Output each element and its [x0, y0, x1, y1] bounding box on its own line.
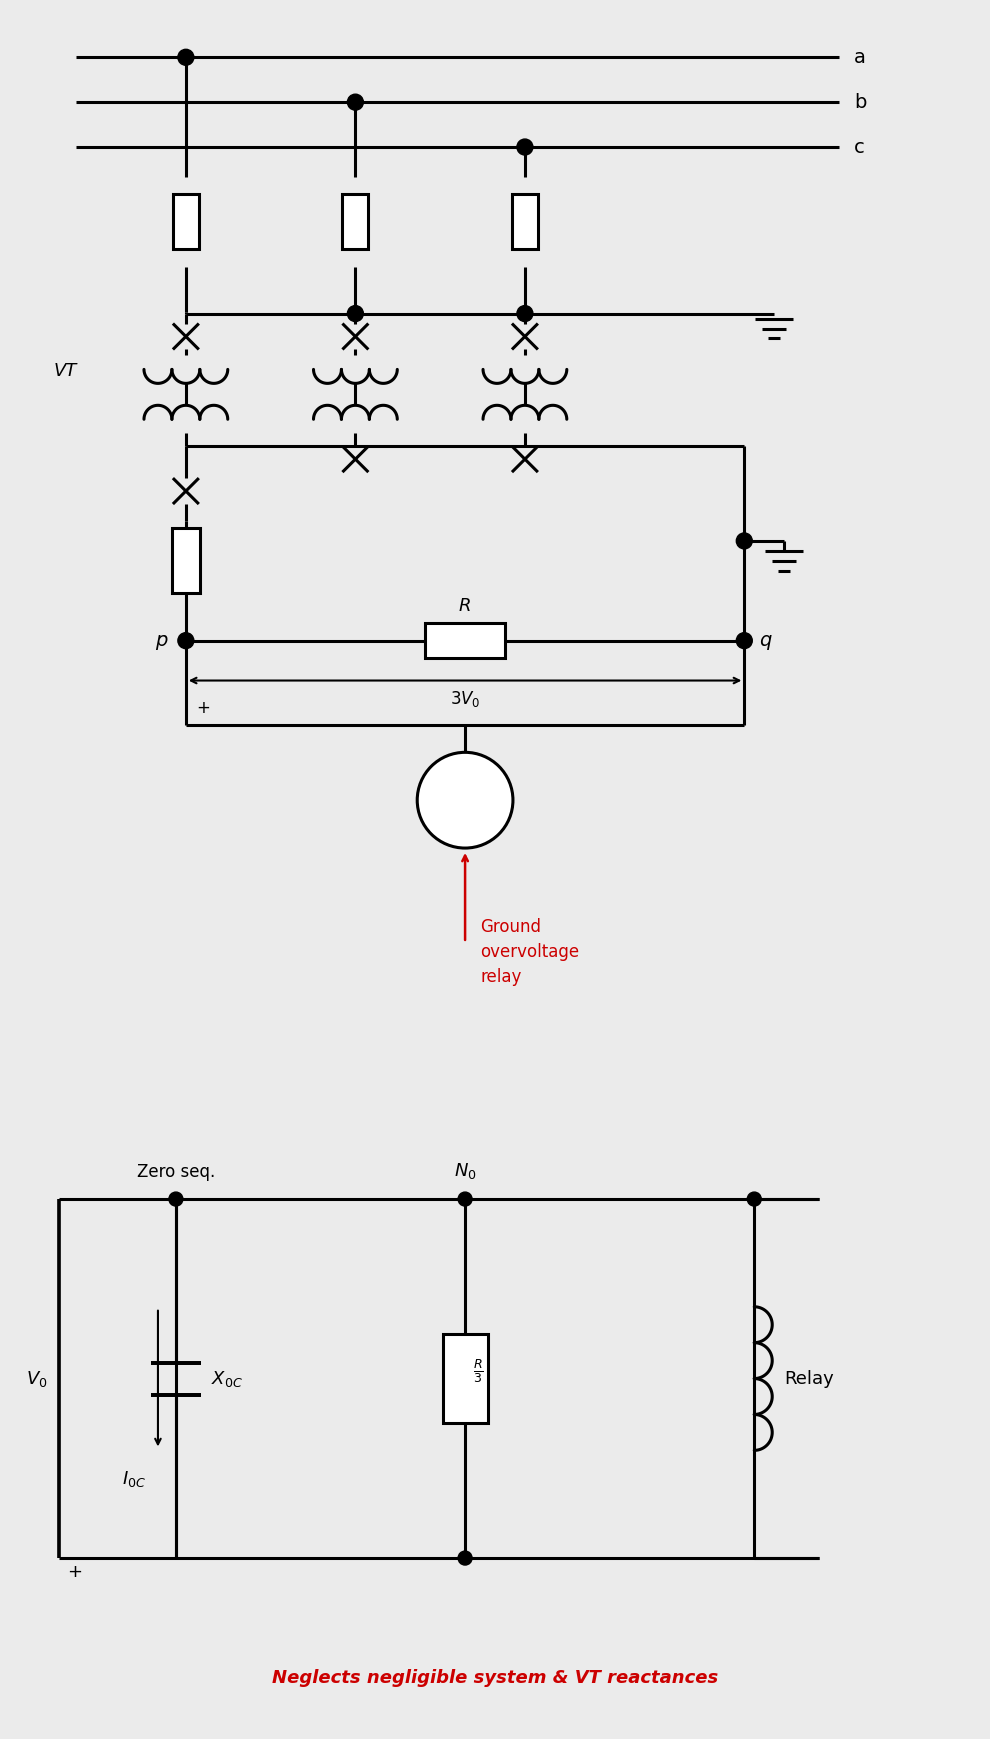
- Bar: [443, 1334, 487, 1424]
- Text: Neglects negligible system & VT reactances: Neglects negligible system & VT reactanc…: [272, 1669, 718, 1687]
- Text: Ground
overvoltage
relay: Ground overvoltage relay: [480, 918, 579, 986]
- Text: a: a: [854, 47, 866, 66]
- Circle shape: [737, 532, 752, 550]
- Bar: [173, 195, 199, 249]
- Bar: [425, 623, 505, 657]
- Text: R: R: [458, 596, 471, 616]
- Circle shape: [458, 1193, 472, 1207]
- Text: Zero seq.: Zero seq.: [137, 1163, 215, 1181]
- Circle shape: [517, 139, 533, 155]
- Text: q: q: [759, 631, 771, 650]
- Text: +: +: [196, 699, 210, 718]
- Circle shape: [347, 94, 363, 110]
- Text: $X_{0C}$: $X_{0C}$: [211, 1369, 243, 1388]
- Text: VT: VT: [53, 362, 76, 381]
- Circle shape: [737, 633, 752, 649]
- Text: c: c: [854, 137, 864, 157]
- Text: p: p: [155, 631, 168, 650]
- Bar: [512, 195, 538, 249]
- Text: Relay: Relay: [784, 1370, 834, 1388]
- Text: +: +: [67, 1563, 82, 1581]
- Text: $V_0$: $V_0$: [26, 1369, 48, 1388]
- Text: $\frac{R}{3}$: $\frac{R}{3}$: [473, 1356, 484, 1384]
- Circle shape: [178, 49, 194, 66]
- Circle shape: [417, 753, 513, 849]
- Circle shape: [169, 1193, 183, 1207]
- Text: $3V_0$: $3V_0$: [449, 689, 480, 708]
- Text: $I_{0C}$: $I_{0C}$: [122, 1469, 146, 1489]
- Circle shape: [747, 1193, 761, 1207]
- Circle shape: [458, 1551, 472, 1565]
- Circle shape: [347, 306, 363, 322]
- Circle shape: [178, 633, 194, 649]
- Text: $N_0$: $N_0$: [453, 1162, 476, 1181]
- Text: b: b: [854, 92, 866, 111]
- Bar: [172, 529, 200, 593]
- Bar: [343, 195, 368, 249]
- Circle shape: [517, 306, 533, 322]
